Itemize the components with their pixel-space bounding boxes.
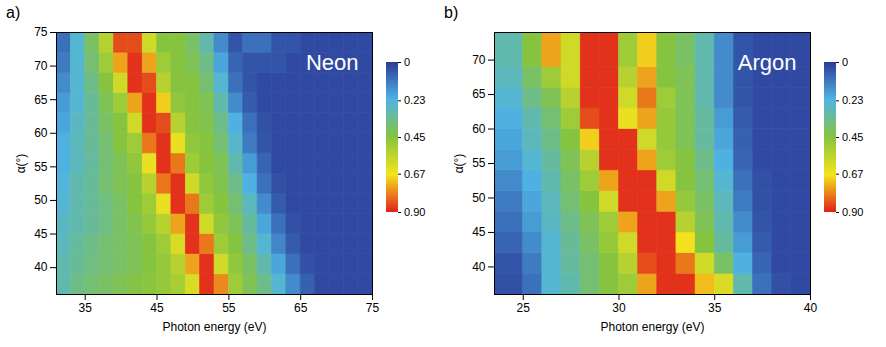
svg-text:60: 60 (472, 122, 486, 136)
svg-text:Photon energy (eV): Photon energy (eV) (600, 320, 704, 334)
svg-text:Argon: Argon (738, 50, 797, 75)
svg-text:65: 65 (294, 301, 308, 315)
svg-text:Neon: Neon (306, 50, 359, 75)
svg-text:45: 45 (34, 227, 48, 241)
svg-text:50: 50 (34, 193, 48, 207)
svg-text:65: 65 (472, 87, 486, 101)
svg-text:0: 0 (842, 56, 848, 68)
svg-text:40: 40 (804, 301, 818, 315)
svg-text:60: 60 (34, 126, 48, 140)
svg-text:0.67: 0.67 (404, 168, 425, 180)
svg-text:45: 45 (150, 301, 164, 315)
svg-text:25: 25 (517, 301, 531, 315)
svg-text:55: 55 (472, 156, 486, 170)
svg-text:0: 0 (404, 56, 410, 68)
svg-text:65: 65 (34, 93, 48, 107)
svg-text:75: 75 (34, 25, 48, 39)
svg-text:α(°): α(°) (14, 154, 28, 174)
svg-text:0.90: 0.90 (842, 206, 863, 218)
svg-text:0.90: 0.90 (404, 206, 425, 218)
svg-text:0.45: 0.45 (404, 131, 425, 143)
svg-text:40: 40 (472, 260, 486, 274)
svg-text:55: 55 (222, 301, 236, 315)
html-text:a): a) (6, 4, 21, 21)
svg-text:70: 70 (34, 59, 48, 73)
svg-text:35: 35 (708, 301, 722, 315)
svg-text:30: 30 (612, 301, 626, 315)
svg-text:75: 75 (366, 301, 380, 315)
svg-text:0.23: 0.23 (404, 94, 425, 106)
svg-text:0.23: 0.23 (842, 94, 863, 106)
svg-text:0.45: 0.45 (842, 131, 863, 143)
svg-text:55: 55 (34, 160, 48, 174)
svg-text:Photon energy (eV): Photon energy (eV) (162, 320, 266, 334)
svg-text:45: 45 (472, 225, 486, 239)
html-text:b): b) (444, 4, 459, 21)
svg-text:35: 35 (79, 301, 93, 315)
svg-text:α(°): α(°) (452, 154, 466, 174)
svg-text:70: 70 (472, 53, 486, 67)
svg-text:0.67: 0.67 (842, 168, 863, 180)
svg-text:40: 40 (34, 260, 48, 274)
svg-text:50: 50 (472, 191, 486, 205)
